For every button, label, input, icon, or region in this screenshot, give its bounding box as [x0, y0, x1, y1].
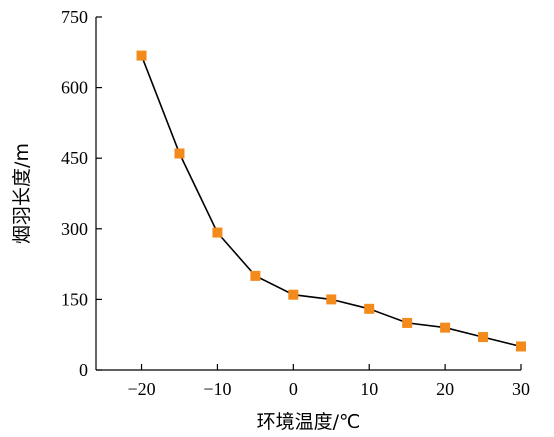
x-ticks: −20 −10 0 10 20 30 — [127, 364, 530, 399]
data-point-marker — [402, 317, 413, 328]
y-tick-label: 300 — [61, 219, 88, 239]
data-point-marker — [364, 303, 375, 314]
y-tick-label: 150 — [61, 289, 88, 309]
data-point-marker — [478, 332, 489, 343]
data-point-marker — [136, 50, 147, 61]
data-point-marker — [174, 148, 185, 159]
x-tick-label: 10 — [360, 379, 378, 399]
axes — [95, 17, 521, 371]
data-point-marker — [516, 341, 526, 352]
x-tick-label: 0 — [289, 379, 298, 399]
data-point-marker — [288, 289, 299, 300]
y-tick-label: 600 — [61, 78, 88, 98]
y-tick-label: 750 — [61, 7, 88, 27]
y-tick-label: 0 — [79, 360, 88, 380]
x-tick-label: 30 — [512, 379, 530, 399]
x-axis-label: 环境温度/℃ — [257, 411, 361, 433]
x-tick-label: −10 — [203, 379, 231, 399]
x-tick-label: −20 — [127, 379, 155, 399]
data-point-marker — [440, 322, 451, 333]
data-point-marker — [212, 227, 223, 238]
x-tick-label: 20 — [436, 379, 454, 399]
data-point-marker — [250, 270, 261, 281]
y-ticks: 0 150 300 450 600 750 — [61, 7, 102, 380]
data-point-marker — [326, 294, 337, 305]
series-group — [136, 50, 526, 352]
y-axis-label: 烟羽长度/m — [11, 143, 33, 244]
y-tick-label: 450 — [61, 148, 88, 168]
